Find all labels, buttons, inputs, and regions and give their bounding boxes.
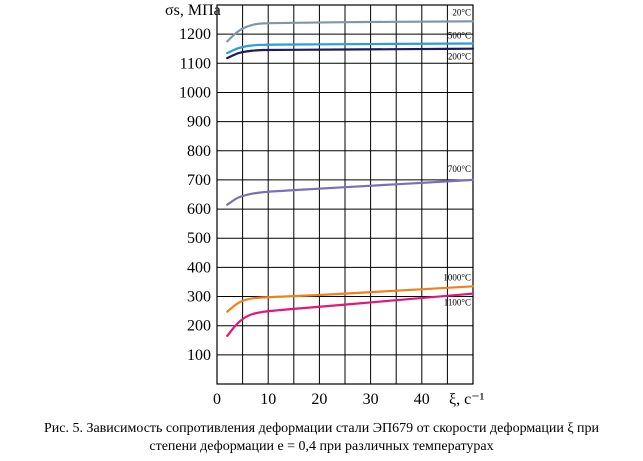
series-label: 700°C	[448, 164, 471, 174]
caption-line-2: степени деформации e = 0,4 при различных…	[149, 439, 494, 454]
y-tick-label: 200	[187, 318, 211, 335]
y-tick-label: 900	[187, 114, 211, 131]
series-label: 20°C	[452, 7, 471, 17]
plot-frame	[216, 4, 474, 385]
x-tick-label: 20	[311, 391, 327, 408]
y-tick-label: 700	[187, 172, 211, 189]
series-label: 500°C	[448, 30, 471, 40]
y-tick-label: 600	[187, 201, 211, 218]
series-label: 1000°C	[443, 272, 471, 282]
y-tick-label: 800	[187, 143, 211, 160]
y-tick-label: 300	[187, 289, 211, 306]
y-tick-label: 1200	[179, 26, 211, 43]
x-tick-label: 40	[414, 391, 430, 408]
caption-line-1: Рис. 5. Зависимость сопротивления деформ…	[43, 421, 600, 436]
series-line	[226, 20, 475, 43]
figure-caption: Рис. 5. Зависимость сопротивления деформ…	[0, 420, 643, 456]
x-tick-label: 30	[363, 391, 379, 408]
series-line	[226, 47, 475, 60]
series-line	[226, 42, 475, 55]
y-axis-label: σs, МПа	[165, 2, 221, 19]
series-label: 1100°C	[444, 298, 471, 308]
x-axis-label: ξ, с⁻¹	[449, 391, 485, 408]
y-tick-label: 500	[187, 230, 211, 247]
series-label: 200°C	[448, 52, 471, 62]
y-tick-label: 100	[187, 347, 211, 364]
y-tick-label: 400	[187, 259, 211, 276]
y-tick-label: 1100	[180, 55, 211, 72]
stress-strain-rate-chart: 100 200 300 400 500 600 700 800 900 1000 1100 1200 0…	[165, 2, 485, 408]
x-tick-label: 10	[260, 391, 276, 408]
y-tick-label: 1000	[179, 84, 211, 101]
series-line	[226, 285, 475, 313]
series-line	[226, 292, 475, 337]
x-tick-label: 0	[213, 391, 221, 408]
series-line	[226, 178, 475, 206]
